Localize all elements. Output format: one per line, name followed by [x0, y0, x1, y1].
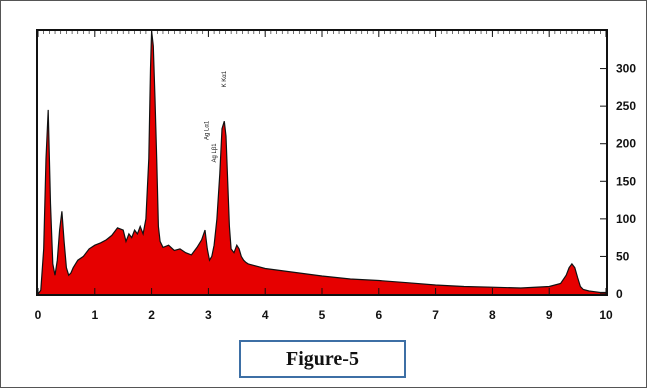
- y-tick-label: 0: [616, 287, 623, 301]
- x-tick-label: 5: [319, 308, 326, 322]
- x-tick-label: 8: [489, 308, 496, 322]
- x-tick-label: 9: [546, 308, 553, 322]
- y-tick-label: 250: [616, 99, 636, 113]
- peak-label: K Kα1: [222, 70, 228, 87]
- x-tick-label: 10: [599, 308, 613, 322]
- y-tick-label: 200: [616, 137, 636, 151]
- peak-label: Ag Lβ1: [212, 143, 218, 163]
- x-tick-label: 4: [262, 308, 269, 322]
- y-tick-label: 300: [616, 62, 636, 76]
- x-tick-label: 2: [148, 308, 155, 322]
- y-tick-label: 150: [616, 174, 636, 188]
- y-tick-label: 50: [616, 249, 630, 263]
- x-tick-label: 0: [35, 308, 42, 322]
- spectrum-area-0: [38, 31, 606, 294]
- x-tick-label: 6: [375, 308, 382, 322]
- spectrum-line-0: [37, 30, 606, 295]
- figure-caption: Figure-5: [286, 347, 359, 370]
- y-tick-label: 100: [616, 212, 636, 226]
- figure-caption-box: Figure-5: [239, 340, 406, 378]
- x-tick-label: 1: [91, 308, 98, 322]
- x-tick-label: 3: [205, 308, 212, 322]
- plot-area: [37, 30, 606, 295]
- x-tick-label: 7: [432, 308, 439, 322]
- peak-label: Ag Lα1: [204, 120, 210, 140]
